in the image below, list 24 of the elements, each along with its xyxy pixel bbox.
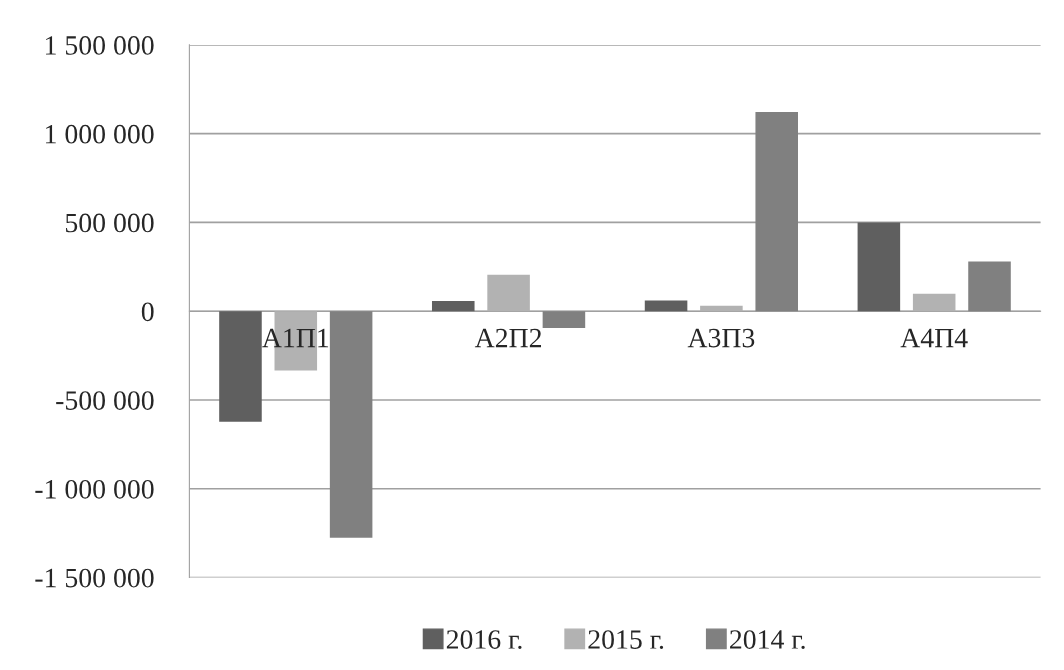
legend-label: 2015 г. bbox=[588, 630, 664, 650]
bar bbox=[700, 305, 743, 312]
y-tick-label: 500 000 bbox=[66, 213, 154, 233]
y-tick-label: -500 000 bbox=[56, 391, 154, 410]
bar bbox=[329, 311, 373, 538]
bar bbox=[755, 112, 798, 312]
y-tick-label: 1 500 000 bbox=[46, 36, 154, 55]
y-tick-label: 0 bbox=[141, 302, 154, 322]
x-tick-label: А4П4 bbox=[900, 328, 968, 348]
bar bbox=[487, 274, 530, 312]
bar bbox=[219, 311, 262, 422]
y-tick-label: -1 500 000 bbox=[35, 568, 154, 588]
bar bbox=[968, 261, 1011, 312]
bar bbox=[431, 301, 475, 312]
x-tick-label: А2П2 bbox=[474, 328, 542, 348]
x-tick-label: А3П3 bbox=[687, 328, 755, 348]
legend-label: 2016 г. bbox=[446, 630, 522, 650]
bar bbox=[542, 311, 586, 329]
bar bbox=[644, 300, 688, 312]
bar bbox=[857, 222, 901, 312]
y-tick-label: 1 000 000 bbox=[46, 124, 154, 144]
y-tick-label: -1 000 000 bbox=[35, 479, 154, 499]
legend-label: 2014 г. bbox=[730, 630, 805, 650]
bar bbox=[912, 293, 956, 312]
